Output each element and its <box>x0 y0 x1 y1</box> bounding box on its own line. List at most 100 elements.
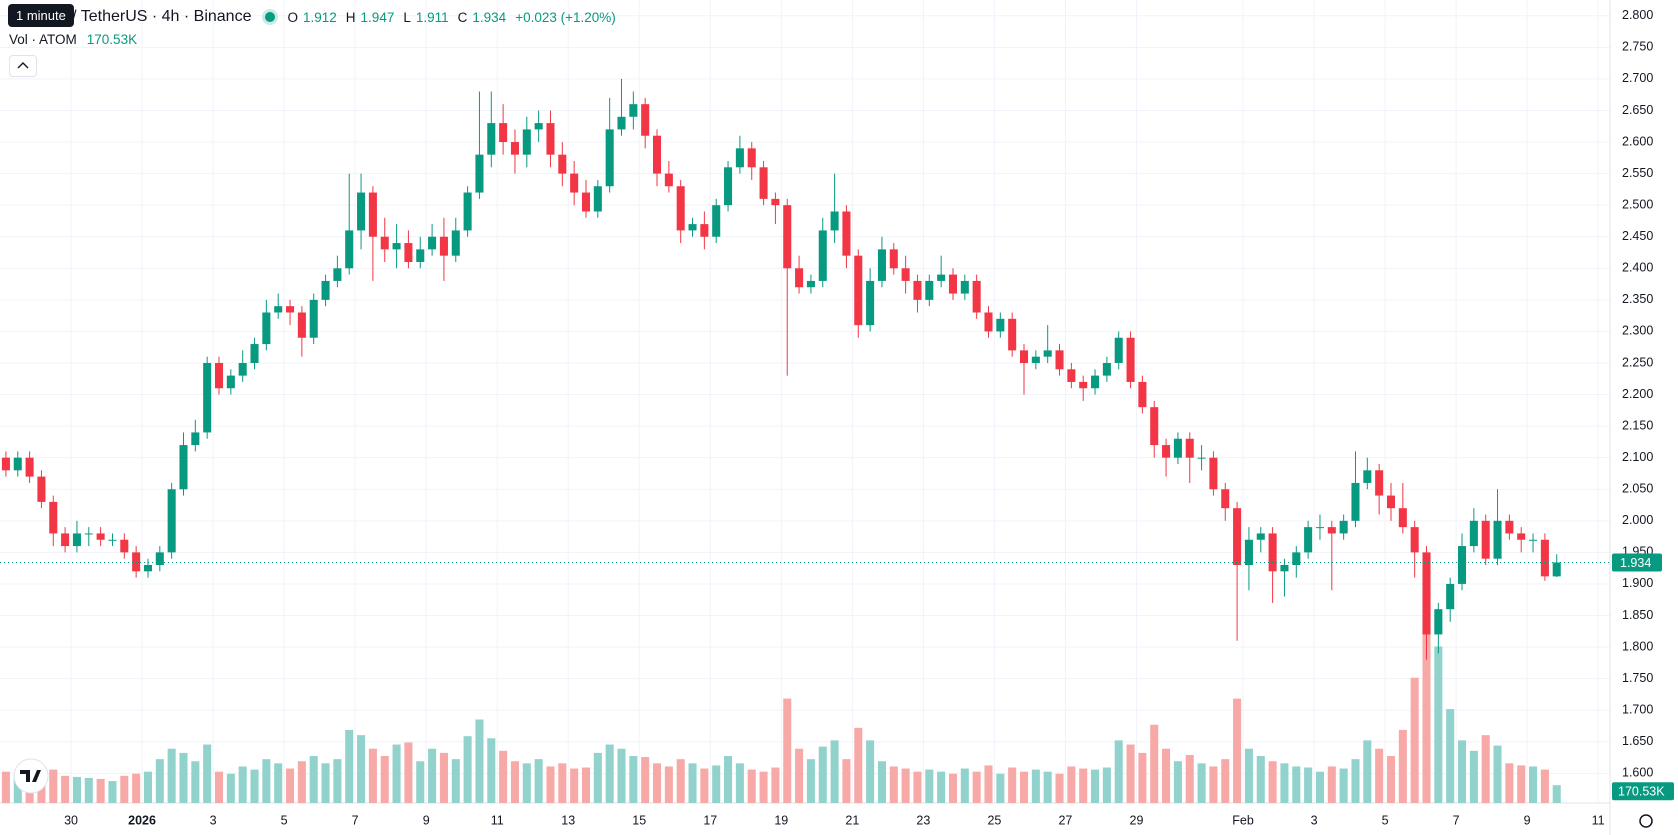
volume-bar <box>416 761 425 803</box>
volume-bar <box>558 763 567 803</box>
candle-body <box>546 123 555 155</box>
volume-bar <box>84 777 93 803</box>
candle-body <box>179 445 188 490</box>
candle-body <box>61 533 70 547</box>
volume-bar <box>960 768 969 803</box>
candle-body <box>1209 457 1218 490</box>
candle-body <box>984 312 993 332</box>
y-tick-label: 2.600 <box>1622 134 1653 148</box>
candle-body <box>203 362 212 433</box>
x-tick-label: Feb <box>1232 813 1254 827</box>
candle-body <box>25 457 34 477</box>
candle-body <box>593 186 602 212</box>
volume-bar <box>1067 766 1076 803</box>
logo-mark <box>20 770 41 782</box>
candle-body <box>274 306 283 313</box>
candle-body <box>759 167 768 199</box>
candle-body <box>1102 362 1111 376</box>
volume-bar <box>712 765 721 803</box>
candle-body <box>1280 565 1289 572</box>
volume-bar <box>1315 771 1324 803</box>
x-tick-label: 5 <box>1382 813 1389 827</box>
volume-bar <box>676 759 685 803</box>
candle-body <box>1434 609 1443 635</box>
volume-bar <box>1280 763 1289 803</box>
y-tick-label: 2.200 <box>1622 387 1653 401</box>
candle-body <box>854 255 863 326</box>
y-tick-label: 2.750 <box>1622 40 1653 54</box>
candle-body <box>238 362 247 376</box>
candle-body <box>368 192 377 237</box>
candle-body <box>806 280 815 288</box>
volume-bar <box>747 769 756 803</box>
volume-title[interactable]: Vol · ATOM <box>9 32 77 47</box>
candle-body <box>392 243 401 250</box>
volume-bar <box>1126 744 1135 803</box>
y-tick-label: 1.850 <box>1622 608 1653 622</box>
volume-bar <box>309 756 318 803</box>
last-price-label: 1.934 <box>1620 556 1651 570</box>
x-tick-label: 19 <box>774 813 788 827</box>
volume-bar <box>1031 769 1040 803</box>
candle-body <box>416 249 425 262</box>
candle-body <box>1008 318 1017 351</box>
candle-body <box>214 362 224 389</box>
x-tick-label: 25 <box>987 813 1001 827</box>
volume-bar <box>380 756 389 803</box>
tooltip: 1 minute <box>8 4 74 27</box>
candle-body <box>1292 552 1301 566</box>
volume-bar <box>937 771 946 803</box>
candle-body <box>700 224 709 237</box>
volume-bar <box>1410 677 1419 803</box>
candle-body <box>1351 482 1360 521</box>
candle-body <box>605 129 614 187</box>
x-tick-label: 17 <box>703 813 717 827</box>
volume-bar <box>404 742 413 803</box>
candle-body <box>1315 527 1324 529</box>
volume-bar <box>439 752 448 803</box>
volume-bar <box>948 773 958 803</box>
candle-body <box>1457 546 1467 584</box>
volume-bar <box>1197 763 1206 803</box>
collapse-button[interactable] <box>9 55 37 77</box>
collapse-icon <box>17 62 29 69</box>
x-tick-label: 9 <box>423 813 430 827</box>
change-value: +0.023 (+1.20%) <box>515 9 616 25</box>
candle-body <box>937 274 946 281</box>
volume-bar <box>617 748 626 803</box>
candle-body <box>357 192 366 231</box>
settings-button[interactable] <box>1639 814 1653 828</box>
candle-body <box>948 274 958 294</box>
volume-bar <box>1256 756 1265 803</box>
volume-bar <box>735 763 744 803</box>
volume-bar <box>1457 740 1467 803</box>
volume-bar <box>143 771 153 803</box>
volume-badge <box>1612 782 1674 801</box>
candle-body <box>72 533 81 547</box>
candle-body <box>735 148 744 168</box>
candle-body <box>688 224 697 231</box>
candle-body <box>1505 520 1514 534</box>
candle-body <box>333 268 342 281</box>
volume-bar <box>120 775 129 803</box>
volume-bar <box>238 766 247 803</box>
x-tick-label: 5 <box>281 813 288 827</box>
volume-bar <box>688 763 697 803</box>
close-value: 1.934 <box>472 9 507 25</box>
candle-body <box>1043 350 1052 357</box>
volume-bar <box>203 744 212 803</box>
volume-bar <box>522 763 531 803</box>
volume-bar <box>345 729 354 803</box>
candle-body <box>996 318 1005 332</box>
last-price-badge <box>1612 553 1662 572</box>
candle-body <box>1055 350 1064 370</box>
candle-body <box>1031 356 1040 363</box>
y-tick-label: 1.750 <box>1622 671 1653 685</box>
candle-body <box>262 312 271 345</box>
volume-bar <box>392 744 401 803</box>
candle-body <box>581 192 591 212</box>
volume-bar <box>1150 724 1159 803</box>
x-tick-label: 13 <box>561 813 575 827</box>
candle-body <box>380 236 389 250</box>
volume-bar <box>854 727 863 803</box>
